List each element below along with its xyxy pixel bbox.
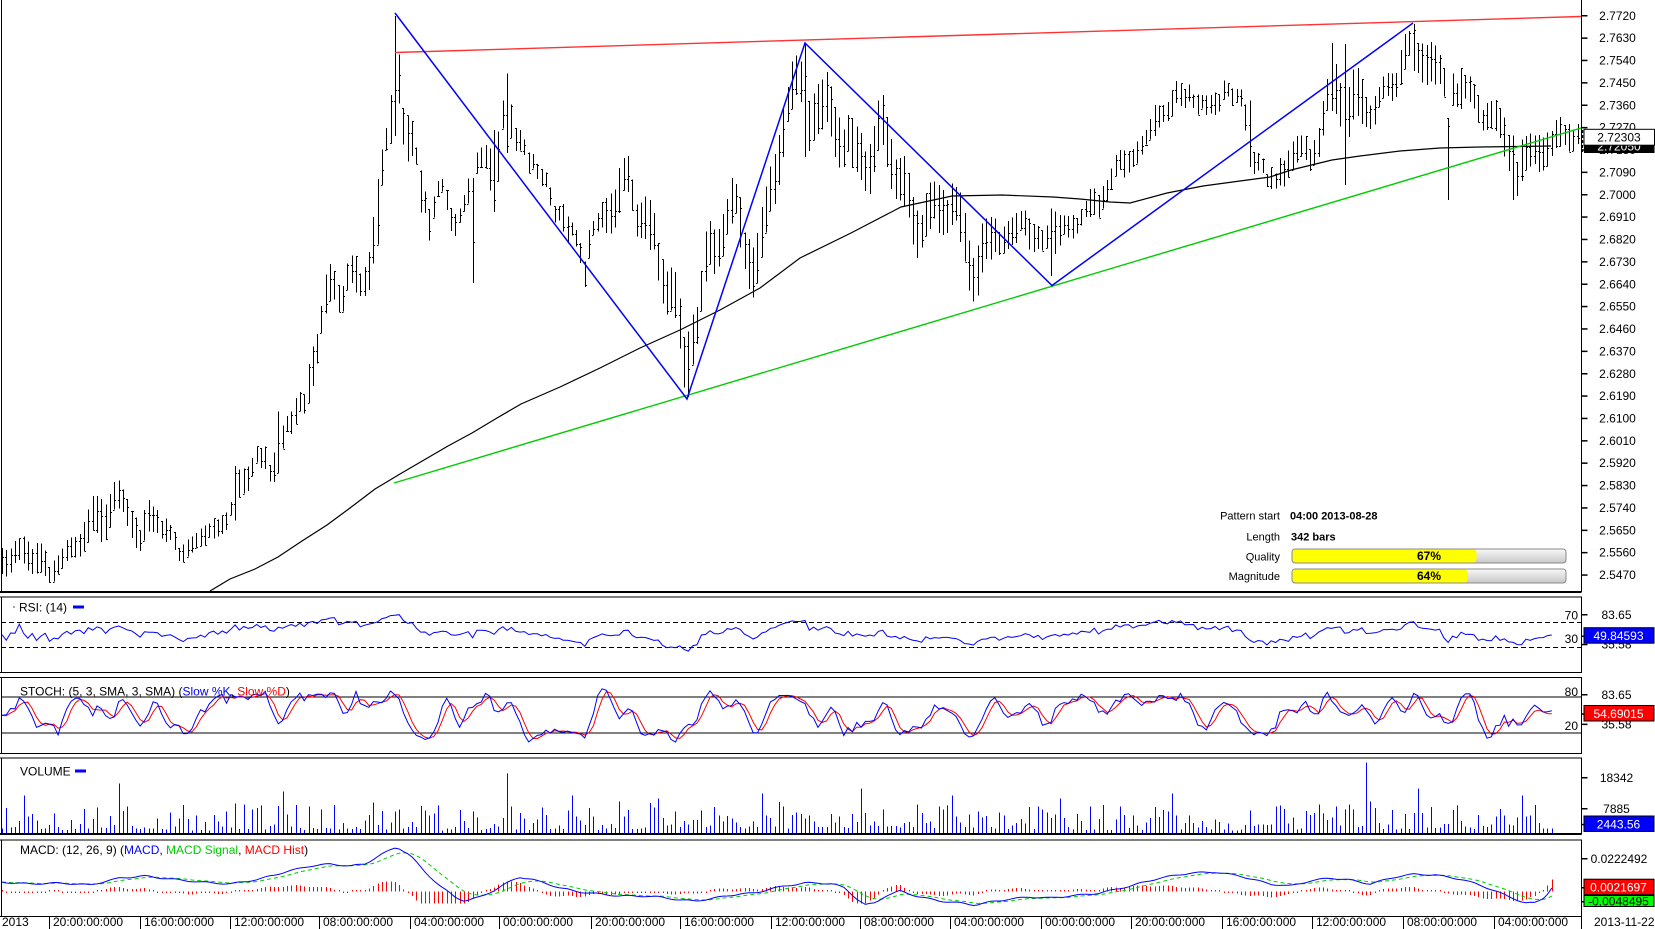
svg-text:2.6460: 2.6460 <box>1599 322 1636 336</box>
svg-text:-0.0048495: -0.0048495 <box>1588 894 1649 908</box>
svg-text:2.6010: 2.6010 <box>1599 434 1636 448</box>
svg-text:80: 80 <box>1565 685 1579 699</box>
svg-text:2.6370: 2.6370 <box>1599 344 1636 358</box>
svg-text:67%: 67% <box>1417 549 1441 563</box>
svg-text:2.6100: 2.6100 <box>1599 412 1636 426</box>
svg-text:49.84593: 49.84593 <box>1593 629 1643 643</box>
svg-text:Quality: Quality <box>1246 552 1281 564</box>
svg-text:RSI: (14): RSI: (14) <box>19 601 67 615</box>
svg-text:2.5470: 2.5470 <box>1599 568 1636 582</box>
svg-text:20:00:00:000: 20:00:00:000 <box>595 915 665 929</box>
svg-text:20: 20 <box>1565 719 1579 733</box>
svg-text:Magnitude: Magnitude <box>1229 571 1280 583</box>
svg-text:20:00:00:000: 20:00:00:000 <box>53 915 123 929</box>
svg-text:2013: 2013 <box>2 915 29 929</box>
svg-text:18342: 18342 <box>1600 771 1634 785</box>
svg-text:04:00:00:000: 04:00:00:000 <box>954 915 1024 929</box>
svg-text:08:00:00:000: 08:00:00:000 <box>323 915 393 929</box>
svg-text:16:00:00:000: 16:00:00:000 <box>1226 915 1296 929</box>
svg-text:20:00:00:000: 20:00:00:000 <box>1135 915 1205 929</box>
svg-text:0.0021697: 0.0021697 <box>1590 881 1647 895</box>
svg-text:STOCH: (5, 3, SMA, 3, SMA) (Sl: STOCH: (5, 3, SMA, 3, SMA) (Slow %K, Slo… <box>20 685 290 699</box>
svg-text:Length: Length <box>1246 532 1280 544</box>
svg-text:Pattern start: Pattern start <box>1220 511 1280 523</box>
svg-text:2.5830: 2.5830 <box>1599 479 1636 493</box>
svg-text:2.6730: 2.6730 <box>1599 255 1636 269</box>
svg-text:2.7540: 2.7540 <box>1599 54 1636 68</box>
svg-text:83.65: 83.65 <box>1601 688 1631 702</box>
svg-text:2.5920: 2.5920 <box>1599 456 1636 470</box>
svg-text:2.6280: 2.6280 <box>1599 367 1636 381</box>
svg-text:04:00 2013-08-28: 04:00 2013-08-28 <box>1290 511 1377 523</box>
svg-text:2.7450: 2.7450 <box>1599 76 1636 90</box>
svg-text:2013-11-22: 2013-11-22 <box>1594 915 1655 929</box>
svg-text:54.69015: 54.69015 <box>1593 707 1643 721</box>
svg-text:2.6550: 2.6550 <box>1599 300 1636 314</box>
svg-text:2.5650: 2.5650 <box>1599 523 1636 537</box>
svg-text:2.7720: 2.7720 <box>1599 9 1636 23</box>
svg-text:16:00:00:000: 16:00:00:000 <box>144 915 214 929</box>
svg-text:83.65: 83.65 <box>1601 608 1631 622</box>
svg-text:12:00:00:000: 12:00:00:000 <box>775 915 845 929</box>
svg-text:2.6910: 2.6910 <box>1599 210 1636 224</box>
svg-text:2.72303: 2.72303 <box>1597 130 1641 144</box>
svg-text:2443.56: 2443.56 <box>1597 817 1641 831</box>
svg-text:16:00:00:000: 16:00:00:000 <box>684 915 754 929</box>
svg-text:00:00:00:000: 00:00:00:000 <box>1045 915 1115 929</box>
svg-text:12:00:00:000: 12:00:00:000 <box>234 915 304 929</box>
svg-text:2.6190: 2.6190 <box>1599 389 1636 403</box>
svg-text:MACD: (12, 26, 9) (MACD, MACD: MACD: (12, 26, 9) (MACD, MACD Signal, MA… <box>20 843 308 857</box>
svg-text:2.7090: 2.7090 <box>1599 165 1636 179</box>
svg-text:2.7630: 2.7630 <box>1599 31 1636 45</box>
svg-text:12:00:00:000: 12:00:00:000 <box>1316 915 1386 929</box>
svg-text:00:00:00:000: 00:00:00:000 <box>503 915 573 929</box>
svg-text:64%: 64% <box>1417 569 1441 583</box>
svg-text:04:00:00:000: 04:00:00:000 <box>1498 915 1568 929</box>
svg-text:342 bars: 342 bars <box>1291 532 1336 544</box>
svg-text:VOLUME: VOLUME <box>20 765 71 779</box>
svg-text:70: 70 <box>1565 609 1579 623</box>
svg-text:08:00:00:000: 08:00:00:000 <box>1407 915 1477 929</box>
svg-text:2.7000: 2.7000 <box>1599 188 1636 202</box>
svg-text:30: 30 <box>1565 632 1579 646</box>
svg-text:2.5560: 2.5560 <box>1599 546 1636 560</box>
svg-text:04:00:00:000: 04:00:00:000 <box>414 915 484 929</box>
svg-text:2.5740: 2.5740 <box>1599 501 1636 515</box>
svg-text:08:00:00:000: 08:00:00:000 <box>864 915 934 929</box>
svg-text:2.7360: 2.7360 <box>1599 98 1636 112</box>
svg-text:2.6640: 2.6640 <box>1599 277 1636 291</box>
svg-text:2.6820: 2.6820 <box>1599 233 1636 247</box>
svg-text:0.0222492: 0.0222492 <box>1591 852 1648 866</box>
svg-text:7885: 7885 <box>1603 802 1630 816</box>
